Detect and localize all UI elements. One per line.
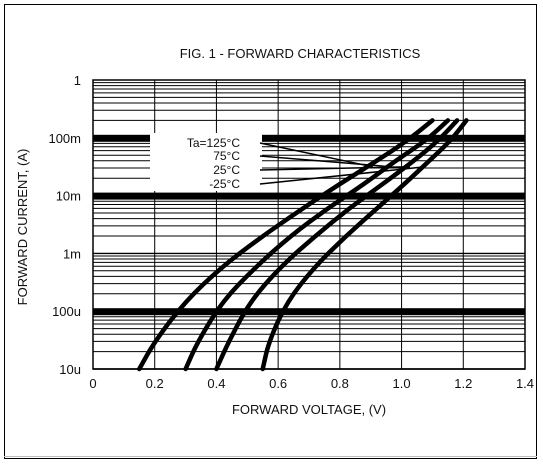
y-axis-tick-labels: 1 100m 10m 1m 100u 10u — [48, 73, 81, 377]
series-line — [260, 118, 469, 372]
y-tick-label: 10m — [56, 189, 81, 204]
series-line — [137, 118, 435, 372]
grid-band — [93, 192, 525, 200]
grid-band — [93, 308, 525, 316]
x-tick-label: 0 — [89, 376, 96, 391]
legend-box — [150, 133, 262, 191]
y-tick-label: 100m — [48, 131, 81, 146]
series-line — [183, 118, 451, 372]
grid-band — [93, 134, 525, 142]
legend-leader-line — [259, 166, 426, 185]
legend-leader-line — [259, 142, 374, 168]
x-tick-label: 0.8 — [331, 376, 349, 391]
legend-leader-line — [259, 166, 410, 171]
x-tick-label: 0.4 — [207, 376, 225, 391]
x-tick-label: 1.4 — [516, 376, 534, 391]
legend-label: 25°C — [213, 163, 240, 177]
legend-label: Ta=125°C — [187, 136, 241, 150]
legend-label: -25°C — [209, 177, 240, 191]
x-tick-label: 0.6 — [269, 376, 287, 391]
y-tick-label: 10u — [59, 362, 81, 377]
plot-area — [92, 79, 526, 370]
legend: Ta=125°C75°C25°C-25°C — [187, 136, 426, 191]
series-line — [214, 118, 460, 372]
legend-label: 75°C — [213, 149, 240, 163]
series-lines — [137, 118, 469, 372]
x-tick-label: 1.2 — [454, 376, 472, 391]
x-axis-label: FORWARD VOLTAGE, (V) — [232, 402, 386, 417]
y-tick-label: 1m — [63, 246, 81, 261]
legend-leader-line — [259, 155, 392, 168]
x-tick-label: 0.2 — [146, 376, 164, 391]
y-tick-label: 100u — [52, 304, 81, 319]
x-axis-tick-labels: 0 0.2 0.4 0.6 0.8 1.0 1.2 1.4 — [89, 376, 534, 391]
y-axis-label: FORWARD CURRENT, (A) — [15, 149, 30, 306]
x-tick-label: 1.0 — [393, 376, 411, 391]
chart-title: FIG. 1 - FORWARD CHARACTERISTICS — [180, 46, 421, 61]
frame-bottom-rule — [4, 456, 537, 457]
y-tick-label: 1 — [74, 73, 81, 88]
